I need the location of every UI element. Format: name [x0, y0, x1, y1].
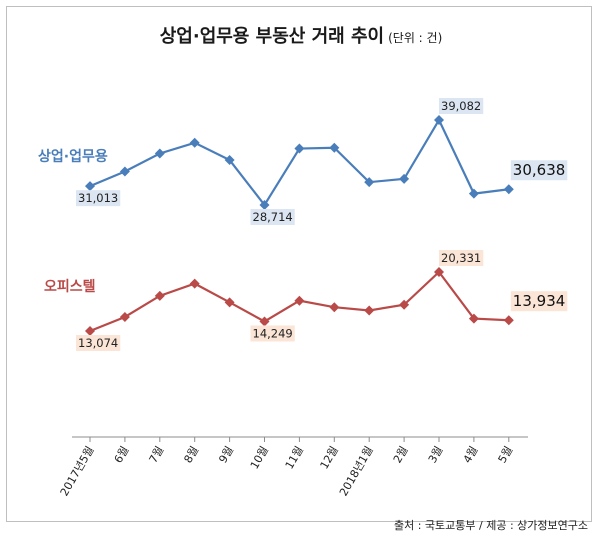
- x-tick-label: 2018년1월: [337, 444, 376, 498]
- data-point: [259, 316, 270, 327]
- data-point: [468, 188, 479, 199]
- data-point: [154, 148, 165, 159]
- x-tick-label: 2017년5월: [58, 444, 97, 498]
- x-tick-label: 6월: [112, 444, 132, 465]
- data-point: [399, 173, 410, 184]
- chart-title-text: 상업·업무용 부동산 거래 추이: [159, 26, 385, 47]
- data-point: [329, 302, 340, 313]
- x-tick-label: 11월: [283, 444, 306, 471]
- data-point: [119, 166, 130, 177]
- data-label-bg: [439, 250, 484, 266]
- data-label: 13,934: [513, 292, 566, 310]
- data-point: [329, 142, 340, 153]
- data-point: [224, 155, 235, 166]
- data-point: [85, 326, 95, 336]
- data-label-bg: [250, 325, 295, 342]
- x-tick-label: 8월: [181, 444, 201, 465]
- data-point: [224, 297, 235, 308]
- x-tick-label: 10월: [248, 444, 271, 471]
- series-label-commercial: 상업·업무용: [38, 149, 108, 165]
- data-point: [259, 200, 270, 210]
- series-label-officetel: 오피스텔: [44, 279, 96, 295]
- data-point: [468, 313, 479, 324]
- data-point: [399, 299, 410, 310]
- data-label: 14,249: [253, 326, 293, 340]
- chart-title: 상업·업무용 부동산 거래 추이 (단위 : 건): [0, 22, 602, 48]
- data-point: [189, 137, 200, 148]
- x-tick-label: 9월: [216, 444, 236, 465]
- x-tick-label: 3월: [426, 444, 446, 465]
- data-label-bg: [76, 335, 121, 351]
- data-point: [503, 184, 514, 195]
- x-tick-label: 7월: [147, 444, 167, 465]
- data-label: 28,714: [253, 210, 293, 224]
- data-label-bg: [76, 190, 121, 207]
- x-tick-label: 12월: [318, 444, 341, 471]
- data-label: 30,638: [513, 161, 566, 179]
- data-point: [294, 143, 305, 154]
- data-point: [294, 295, 305, 306]
- data-point: [154, 290, 165, 301]
- data-point: [364, 177, 375, 188]
- data-point: [189, 278, 200, 289]
- data-point: [364, 305, 375, 316]
- chart-frame: [6, 6, 592, 522]
- chart-unit: (단위 : 건): [388, 31, 443, 45]
- data-label-bg: [439, 98, 484, 114]
- data-label-bg: [250, 209, 295, 225]
- x-tick-label: 4월: [461, 444, 481, 465]
- data-label-bg: [510, 160, 568, 181]
- source-note: 출처 : 국토교통부 / 제공 : 상가정보연구소: [393, 519, 588, 532]
- data-label-bg: [510, 291, 568, 312]
- data-label: 31,013: [78, 191, 118, 205]
- data-point: [503, 315, 514, 326]
- data-point: [434, 267, 444, 277]
- x-tick-label: 2월: [391, 444, 411, 465]
- data-label: 20,331: [441, 251, 481, 265]
- data-point: [119, 311, 130, 322]
- series-line: [89, 117, 509, 207]
- data-point: [85, 181, 95, 192]
- data-label: 13,074: [78, 336, 118, 350]
- x-tick-label: 5월: [496, 444, 516, 465]
- data-label: 39,082: [441, 99, 481, 113]
- data-point: [434, 115, 444, 125]
